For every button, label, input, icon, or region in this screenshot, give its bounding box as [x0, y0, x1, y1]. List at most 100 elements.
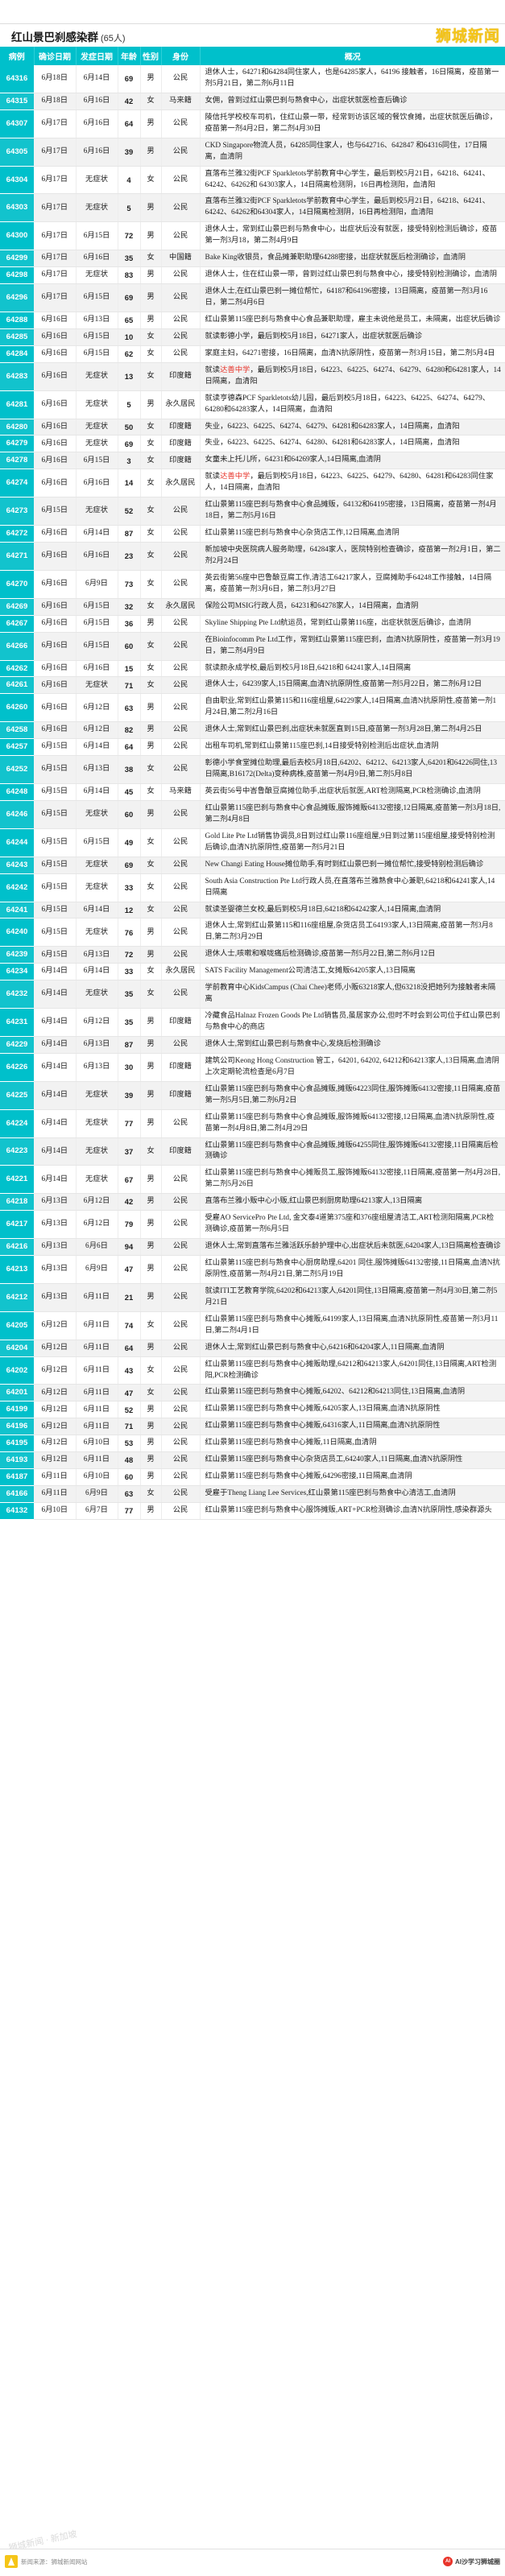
cases-table: 病例 确诊日期 发症日期 年龄 性别 身份 概况 64316 6月18日 6月14日… — [0, 47, 505, 1520]
cell-description: 受雇于Theng Liang Lee Services,红山景第115座巴刹与熟… — [200, 1485, 505, 1503]
cell-sex: 女 — [140, 783, 162, 801]
cell-description: 就读达善中学，最后到校5月18日，64223、64225、64279、64280… — [200, 469, 505, 498]
cell-onset-date: 6月13日 — [76, 1053, 118, 1082]
cell-confirmed-date: 6月12日 — [34, 1451, 77, 1470]
cell-description: Bake King收银员，食品摊兼职助理64288密接，出症状就医后检测确诊，血… — [200, 250, 505, 268]
cell-case-id: 64231 — [0, 1008, 34, 1037]
cell-case-id: 64278 — [0, 452, 34, 470]
cell-status: 印度籍 — [161, 435, 201, 453]
cell-confirmed-date: 6月16日 — [34, 632, 77, 661]
cell-sex: 女 — [140, 345, 162, 363]
cell-case-id: 64299 — [0, 250, 34, 268]
cell-status: 公民 — [161, 1193, 201, 1212]
table-row: 64187 6月11日 6月10日 60 男公民 红山景第115座巴刹与熟食中心摊贩,64… — [0, 1468, 505, 1487]
cell-description: SATS Facility Management公司清洁工,女摊贩64205家人… — [200, 963, 505, 981]
footer-attribution-text: AI沙学习狮城圈 — [455, 2557, 500, 2566]
cell-description: 保险公司MSIG行政人员，64231和64278家人，14日隔离，血清阴 — [200, 598, 505, 616]
cell-onset-date: 无症状 — [76, 193, 118, 223]
cell-sex: 男 — [140, 1109, 162, 1138]
cell-age: 74 — [118, 1311, 141, 1340]
table-row: 64270 6月16日 6月9日 73 女公民 英云街第56座中巴鲁酿豆腐工作,清洁工64… — [0, 570, 505, 599]
cell-status: 公民 — [161, 1109, 201, 1138]
cell-description: 退休人士,在红山景巴刹一摊位帮忙，64187和64196密接，13日隔离，疫苗第… — [200, 283, 505, 312]
table-row: 64272 6月16日 6月14日 87 女公民 红山景第115座巴刹与熟食中心杂货店工作… — [0, 525, 505, 543]
table-row: 64231 6月14日 6月12日 35 男印度籍 冷藏食品Halnaz Frozen G… — [0, 1008, 505, 1037]
cell-description: 就读ITI工艺教育学院,64202和64213家人,64201同住,13日隔离,… — [200, 1283, 505, 1312]
cell-age: 87 — [118, 1036, 141, 1054]
cell-sex: 男 — [140, 65, 162, 93]
cell-case-id: 64243 — [0, 857, 34, 874]
table-row: 64240 6月15日 无症状 76 男公民 退休人士,常到红山景第115和116座组屋,… — [0, 918, 505, 947]
cell-status: 印度籍 — [161, 1081, 201, 1110]
cell-age: 69 — [118, 65, 141, 93]
cell-case-id: 64166 — [0, 1485, 34, 1503]
cell-description: 彰德小学食堂摊位助理,最后去校5月18日,64202、64212、64213家人… — [200, 755, 505, 784]
cell-confirmed-date: 6月16日 — [34, 419, 77, 436]
cell-age: 42 — [118, 1193, 141, 1212]
table-row: 64217 6月13日 6月12日 79 男公民 受雇AO ServicePro Pte … — [0, 1210, 505, 1240]
cell-status: 公民 — [161, 1283, 201, 1312]
cell-confirmed-date: 6月17日 — [34, 109, 77, 138]
cell-age: 43 — [118, 1356, 141, 1385]
cell-case-id: 64274 — [0, 469, 34, 498]
table-row: 64299 6月17日 6月16日 35 女中国籍 Bake King收银员，食品摊兼职助… — [0, 250, 505, 268]
cell-age: 64 — [118, 109, 141, 138]
cell-age: 33 — [118, 873, 141, 902]
cell-onset-date: 无症状 — [76, 435, 118, 453]
cell-sex: 男 — [140, 1053, 162, 1082]
cell-description: 就读彰德小学，最后到校5月18日，64271家人，出症状就医后确诊 — [200, 328, 505, 346]
cell-description: 退休人士，64271和64284同住家人，也是64285家人，64196 接触者… — [200, 65, 505, 93]
cell-status: 公民 — [161, 980, 201, 1009]
cell-age: 69 — [118, 283, 141, 312]
col-header-onset-date: 发症日期 — [76, 47, 118, 65]
cell-onset-date: 6月15日 — [76, 632, 118, 661]
cell-case-id: 64267 — [0, 615, 34, 633]
cell-status: 公民 — [161, 266, 201, 285]
cell-status: 印度籍 — [161, 1137, 201, 1166]
cell-case-id: 64201 — [0, 1384, 34, 1402]
cell-status: 公民 — [161, 138, 201, 167]
cell-age: 62 — [118, 345, 141, 363]
cell-onset-date: 无症状 — [76, 1165, 118, 1195]
cell-description: 就读圣婴德兰女校,最后到校5月18日,64218和64242家人,14日隔离,血… — [200, 902, 505, 919]
cell-confirmed-date: 6月16日 — [34, 676, 77, 695]
cell-sex: 女 — [140, 1137, 162, 1166]
table-row: 64305 6月17日 6月16日 39 男公民 CKD Singapore物流人员，64… — [0, 138, 505, 167]
cell-confirmed-date: 6月14日 — [34, 980, 77, 1009]
cell-description: 红山景第115座巴刹与熟食中心食品摊贩，64132和64195密接，13日隔离，… — [200, 497, 505, 526]
cell-status: 公民 — [161, 738, 201, 757]
table-row: 64278 6月16日 6月15日 3 女印度籍 女童未上托儿所，64231和64269家… — [0, 452, 505, 470]
cell-sex: 女 — [140, 542, 162, 571]
cell-onset-date: 6月12日 — [76, 1210, 118, 1240]
cell-description: 就读亨德森PCF Sparkletots幼儿园，最后到校5月18日，64223、… — [200, 390, 505, 419]
cell-age: 30 — [118, 1053, 141, 1082]
cell-age: 52 — [118, 497, 141, 526]
cell-onset-date: 6月7日 — [76, 1502, 118, 1520]
table-row: 64269 6月16日 6月15日 32 女永久居民 保险公司MSIG行政人员，64231… — [0, 598, 505, 616]
cell-onset-date: 6月16日 — [76, 93, 118, 110]
cell-case-id: 64196 — [0, 1418, 34, 1436]
cell-status: 公民 — [161, 1238, 201, 1256]
cell-confirmed-date: 6月16日 — [34, 570, 77, 599]
cell-confirmed-date: 6月18日 — [34, 93, 77, 110]
table-row: 64261 6月16日 无症状 71 女公民 退休人士，64239家人,15日隔离,血清N… — [0, 676, 505, 695]
cell-case-id: 64270 — [0, 570, 34, 599]
cell-status: 公民 — [161, 1255, 201, 1284]
table-row: 64307 6月17日 6月16日 64 男公民 陵信托学校校车司机，住红山景一带，经常到… — [0, 109, 505, 138]
cell-age: 60 — [118, 800, 141, 829]
cell-sex: 女 — [140, 980, 162, 1009]
cell-sex: 男 — [140, 721, 162, 740]
cell-confirmed-date: 6月15日 — [34, 946, 77, 964]
cell-case-id: 64315 — [0, 93, 34, 110]
cell-sex: 女 — [140, 570, 162, 599]
cell-age: 77 — [118, 1502, 141, 1520]
cell-description: 冷藏食品Halnaz Frozen Goods Pte Ltd销售员,虽居家办公… — [200, 1008, 505, 1037]
cell-onset-date: 无症状 — [76, 918, 118, 947]
cell-age: 69 — [118, 435, 141, 453]
cell-confirmed-date: 6月16日 — [34, 693, 77, 723]
cell-case-id: 64305 — [0, 138, 34, 167]
cell-case-id: 64241 — [0, 902, 34, 919]
highlighted-location: 达善中学 — [220, 473, 250, 481]
cell-description: 红山景第115座巴刹与熟食中心食品摊贩,服饰摊贩64132密接,12日隔离,血清… — [200, 1109, 505, 1138]
cell-case-id: 64280 — [0, 419, 34, 436]
